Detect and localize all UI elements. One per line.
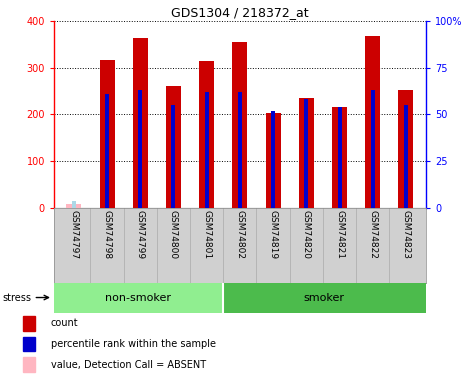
Text: value, Detection Call = ABSENT: value, Detection Call = ABSENT xyxy=(51,360,206,370)
Bar xyxy=(238,92,242,208)
Bar xyxy=(271,111,275,208)
Text: GSM74802: GSM74802 xyxy=(235,210,244,260)
Bar xyxy=(133,39,148,208)
Bar xyxy=(199,62,214,208)
Bar xyxy=(166,86,181,208)
Bar xyxy=(404,105,408,208)
Bar xyxy=(338,107,341,208)
Text: count: count xyxy=(51,318,78,328)
Bar xyxy=(54,283,223,313)
Text: GSM74800: GSM74800 xyxy=(169,210,178,260)
Text: GSM74797: GSM74797 xyxy=(69,210,78,260)
Text: GSM74822: GSM74822 xyxy=(368,210,377,259)
Bar xyxy=(223,283,426,313)
Text: GSM74799: GSM74799 xyxy=(136,210,145,260)
Text: GSM74820: GSM74820 xyxy=(302,210,311,260)
Bar xyxy=(371,90,375,208)
Text: GSM74801: GSM74801 xyxy=(202,210,211,260)
Bar xyxy=(332,107,347,208)
Text: GSM74819: GSM74819 xyxy=(269,210,278,260)
Bar xyxy=(105,94,109,208)
Bar xyxy=(399,90,413,208)
Bar xyxy=(365,36,380,208)
Text: GSM74823: GSM74823 xyxy=(401,210,410,260)
Bar xyxy=(23,337,35,351)
Bar xyxy=(72,201,76,208)
Bar xyxy=(99,60,114,208)
Bar xyxy=(299,99,314,208)
Bar xyxy=(67,204,81,208)
Bar xyxy=(138,90,142,208)
Bar xyxy=(233,42,247,208)
Text: GSM74821: GSM74821 xyxy=(335,210,344,260)
Bar xyxy=(23,316,35,331)
Bar xyxy=(265,112,280,208)
Bar xyxy=(172,105,175,208)
Text: non-smoker: non-smoker xyxy=(106,293,172,303)
Bar xyxy=(304,99,308,208)
Title: GDS1304 / 218372_at: GDS1304 / 218372_at xyxy=(171,6,309,20)
Bar xyxy=(204,92,209,208)
Text: stress: stress xyxy=(3,292,32,303)
Text: smoker: smoker xyxy=(304,293,345,303)
Bar xyxy=(23,357,35,372)
Text: GSM74798: GSM74798 xyxy=(103,210,112,260)
Text: percentile rank within the sample: percentile rank within the sample xyxy=(51,339,216,349)
